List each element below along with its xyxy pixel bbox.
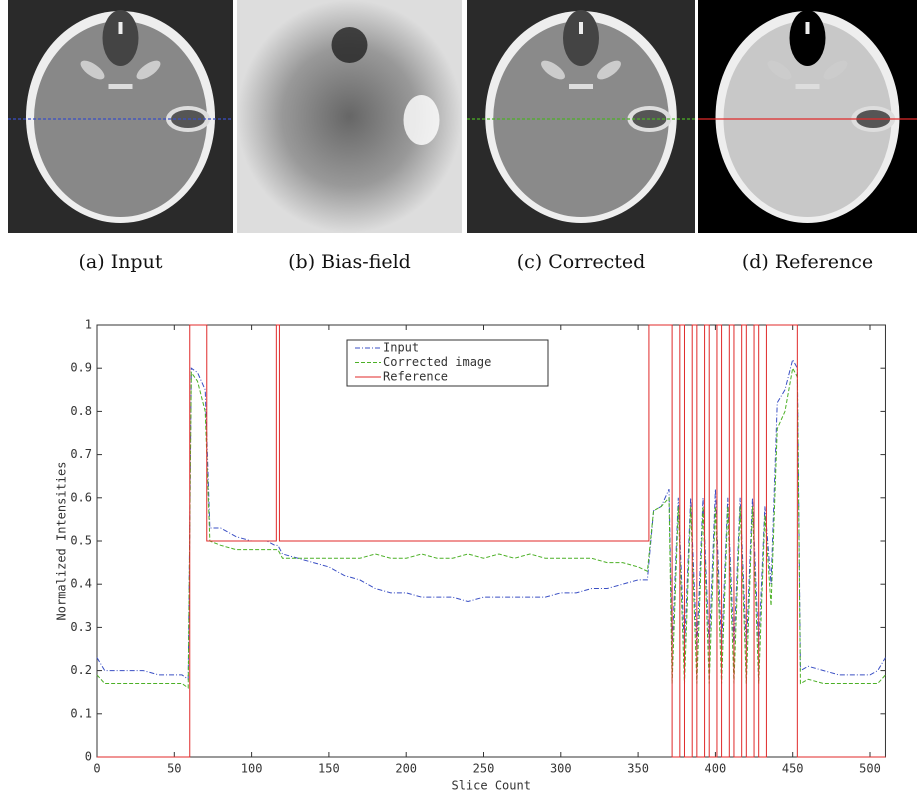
y-tick-label: 0.9 [70,361,92,375]
y-tick-label: 1 [85,318,92,332]
dark-spot [331,27,368,63]
y-tick-label: 0.5 [70,534,92,548]
bar-shape [795,84,820,89]
y-tick-label: 0.2 [70,663,92,677]
phantom-image [237,0,462,233]
legend-label: Input [383,341,419,355]
legend-label: Reference [383,370,448,384]
brain [493,21,669,217]
lobe [541,60,565,80]
y-tick-label: 0.6 [70,490,92,504]
ventricle [563,10,599,66]
bright-spot [403,95,440,145]
series-line [96,358,886,681]
caption: (b) Bias-field [288,251,411,273]
lobe [767,60,792,80]
x-tick-label: 400 [705,762,727,776]
x-tick-label: 300 [550,762,572,776]
legend-label: Corrected image [383,355,491,369]
phantom-image [8,0,233,233]
bar-shape [108,84,133,89]
series-line [96,366,886,689]
y-axis-label: Normalized Intensities [55,462,69,621]
y-tick-label: 0.4 [70,577,92,591]
x-tick-label: 250 [473,762,495,776]
x-tick-label: 100 [241,762,263,776]
caption: (d) Reference [742,251,873,273]
marker [579,22,583,34]
x-tick-label: 500 [859,762,881,776]
legend-box [346,339,549,387]
phantom-image [698,0,917,233]
caption: (c) Corrected [517,251,646,273]
marker [805,22,810,34]
phantom-image [467,0,695,233]
x-tick-label: 450 [782,762,804,776]
x-axis-label: Slice Count [451,779,530,793]
x-tick-label: 50 [167,762,181,776]
lobe [136,60,161,80]
bar-shape [569,84,593,89]
ventricle [789,10,826,66]
y-tick-label: 0 [85,750,92,764]
lobe [80,60,105,80]
x-tick-label: 150 [318,762,340,776]
caption: (a) Input [79,251,163,273]
marker [118,22,123,34]
y-tick-label: 0.3 [70,620,92,634]
x-tick-label: 200 [395,762,417,776]
series-line [97,324,886,758]
x-tick-label: 350 [627,762,649,776]
lobe [823,60,848,80]
y-tick-label: 0.7 [70,447,92,461]
lobe [597,60,621,80]
ventricle [102,10,139,66]
y-tick-label: 0.1 [70,706,92,720]
y-tick-label: 0.8 [70,404,92,418]
x-tick-label: 0 [93,762,100,776]
